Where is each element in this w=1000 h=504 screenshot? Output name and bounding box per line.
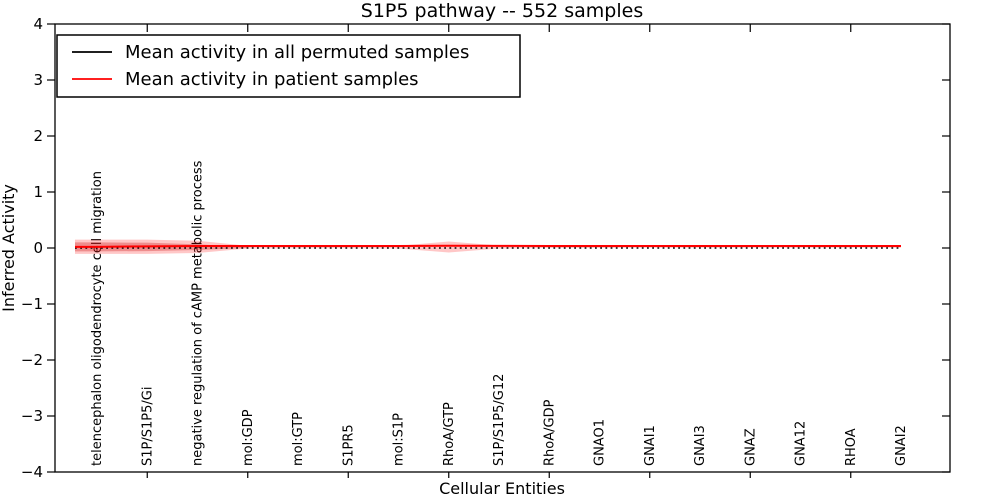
x-category-label: mol:S1P [392,413,407,466]
x-category-label: RHOA [844,428,859,466]
x-category-label: mol:GTP [291,412,306,466]
y-tick-label: −2 [21,351,43,369]
x-category-label: RhoA/GDP [542,399,557,466]
x-category-label: GNA12 [794,421,809,466]
x-category-label: GNAI2 [894,425,909,466]
y-tick-label: −1 [21,295,43,313]
x-category-label: mol:GDP [241,409,256,466]
x-category-label: negative regulation of cAMP metabolic pr… [191,160,206,466]
x-category-label: GNAI1 [643,425,658,466]
legend-label-patient: Mean activity in patient samples [125,69,419,90]
legend-label-permuted: Mean activity in all permuted samples [125,42,469,63]
y-tick-label: 3 [33,71,43,89]
y-tick-label: 1 [33,183,43,201]
x-category-label: S1P/S1P5/Gi [140,387,155,466]
y-tick-label: −3 [21,407,43,425]
plot-area: 4 3 2 1 0 −1 −2 −3 −4 telencephalon oligodendrocy… [21,15,950,481]
legend: Mean activity in all permuted samples Me… [56,34,521,98]
x-category-label: RhoA/GTP [442,402,457,466]
y-tick-label: 0 [33,239,43,257]
x-category-label: GNAI3 [693,425,708,466]
x-category-label: telencephalon oligodendrocyte cell migra… [90,171,105,466]
x-category-label: GNAZ [743,428,758,466]
y-axis-label: Inferred Activity [0,184,18,312]
x-category-label: GNAO1 [593,419,608,466]
x-axis-label: Cellular Entities [439,479,565,498]
series-line-patient [75,244,901,248]
legend-box [56,34,521,98]
y-tick-label: 2 [33,127,43,145]
y-tick-label: 4 [33,15,43,33]
chart-title: S1P5 pathway -- 552 samples [361,0,643,22]
y-tick-label: −4 [21,463,43,481]
x-category-label: S1P/S1P5/G12 [492,374,507,466]
x-category-label: S1PR5 [341,424,356,466]
